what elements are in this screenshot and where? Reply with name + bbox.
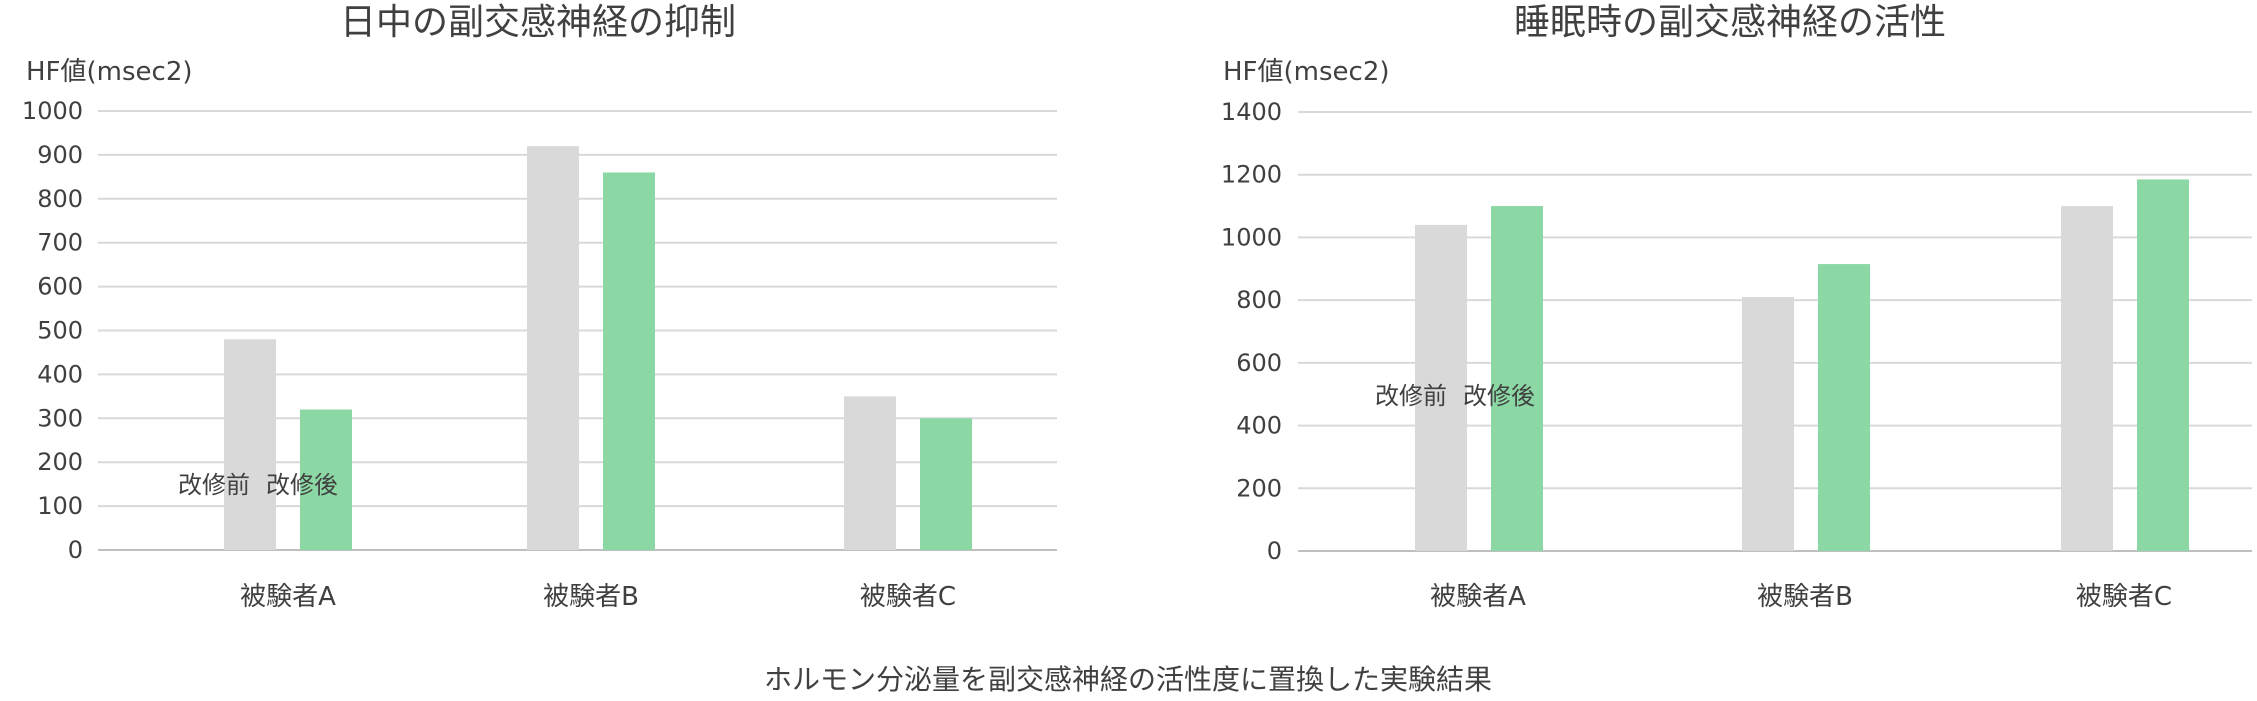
bar-before <box>224 339 276 550</box>
bar-before <box>1415 224 1467 551</box>
y-tick-label: 400 <box>1236 412 1282 440</box>
y-tick-label: 1000 <box>22 97 83 125</box>
x-category-label: 被験者B <box>543 582 639 612</box>
legend-entry-after: 改修後 <box>266 471 338 499</box>
y-tick-label: 600 <box>1236 349 1282 377</box>
y-tick-label: 900 <box>37 141 83 169</box>
bar-after <box>2137 179 2189 552</box>
x-category-label: 被験者A <box>1430 582 1526 612</box>
x-category-labels: 被験者A 被験者B 被験者C <box>1430 582 2172 612</box>
bar-before <box>1742 297 1794 551</box>
y-tick-label: 0 <box>1267 537 1282 565</box>
bar-after <box>300 409 352 550</box>
x-category-label: 被験者B <box>1757 582 1853 612</box>
bar-after <box>603 172 655 550</box>
y-tick-label: 1400 <box>1221 98 1282 126</box>
y-tick-label: 600 <box>37 273 83 301</box>
y-tick-label: 700 <box>37 229 83 257</box>
y-tick-label: 800 <box>37 185 83 213</box>
bars <box>224 146 972 550</box>
x-category-labels: 被験者A 被験者B 被験者C <box>240 582 956 612</box>
y-tick-label: 100 <box>37 492 83 520</box>
legend-entry-before: 改修前 <box>178 471 250 499</box>
bar-after <box>1818 264 1870 551</box>
y-tick-label: 1200 <box>1221 161 1282 189</box>
x-category-label: 被験者C <box>2076 582 2172 612</box>
bar-after <box>920 418 972 550</box>
y-tick-label: 1000 <box>1221 223 1282 251</box>
chart-sleep: 睡眠時の副交感神経の活性 HF値(msec2) 0 200 400 600 800 100… <box>1221 2 2252 612</box>
y-tick-labels: 0 100 200 300 400 500 600 700 800 900 1000 <box>22 97 83 564</box>
y-tick-label: 200 <box>1236 474 1282 502</box>
y-axis-label: HF値(msec2) <box>1223 57 1390 87</box>
y-tick-label: 200 <box>37 448 83 476</box>
y-tick-label: 400 <box>37 360 83 388</box>
y-tick-label: 0 <box>68 536 83 564</box>
bars <box>1415 179 2189 552</box>
bar-before <box>527 146 579 550</box>
y-tick-label: 800 <box>1236 286 1282 314</box>
bar-before <box>844 396 896 550</box>
y-tick-labels: 0 200 400 600 800 1000 1200 1400 <box>1221 98 1282 565</box>
legend-entry-after: 改修後 <box>1463 382 1535 410</box>
legend-entry-before: 改修前 <box>1375 382 1447 410</box>
x-category-label: 被験者A <box>240 582 336 612</box>
chart-title: 日中の副交感神経の抑制 <box>340 2 736 43</box>
y-axis-label: HF値(msec2) <box>26 57 193 87</box>
bar-before <box>2061 206 2113 552</box>
legend: 改修前 改修後 <box>178 471 338 499</box>
chart-daytime: 日中の副交感神経の抑制 HF値(msec2) 0 100 200 300 400 500 6… <box>22 2 1057 612</box>
x-category-label: 被験者C <box>860 582 956 612</box>
y-tick-label: 500 <box>37 317 83 345</box>
legend: 改修前 改修後 <box>1375 382 1535 410</box>
figure-caption: ホルモン分泌量を副交感神経の活性度に置換した実験結果 <box>764 663 1492 696</box>
y-tick-label: 300 <box>37 404 83 432</box>
chart-title: 睡眠時の副交感神経の活性 <box>1514 2 1946 43</box>
bar-after <box>1491 206 1543 552</box>
